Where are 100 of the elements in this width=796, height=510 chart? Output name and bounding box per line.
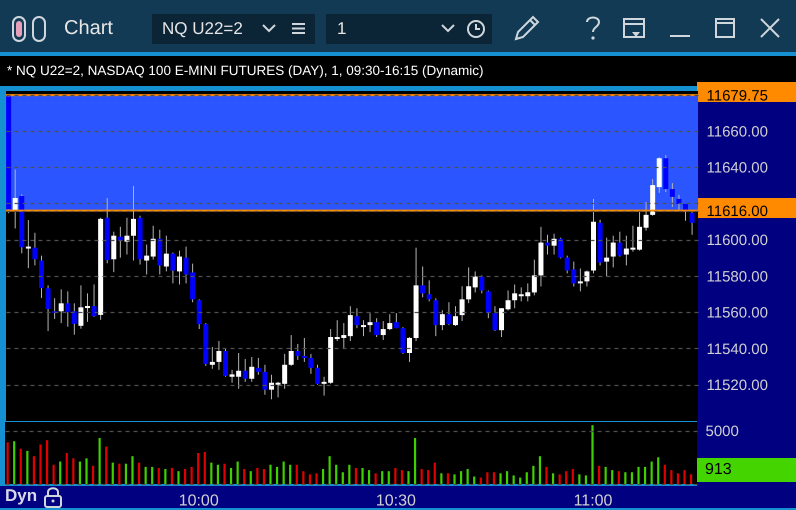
bar [32,456,35,484]
y-tick-label: 11520.00 [706,377,768,394]
bar [26,450,28,484]
bar [618,471,620,484]
bar [650,462,653,484]
bar [466,469,469,484]
bar [354,468,358,484]
candlestick [558,237,564,260]
bar [335,464,338,484]
bar [92,466,94,484]
bar [473,476,476,484]
bar [492,472,496,484]
candlestick [453,306,458,326]
bar [388,471,390,484]
candlestick [216,340,222,370]
bar [434,462,436,484]
bar [256,468,258,484]
bar [598,466,600,484]
candlestick [564,255,570,274]
bar [572,469,574,484]
bar [664,464,666,484]
bar [216,464,220,484]
bar [236,462,239,484]
bar [657,457,660,484]
bar [558,474,561,484]
candlestick [130,186,136,262]
candlestick [420,266,426,298]
candlestick [571,261,576,287]
bar [348,464,350,484]
bar [131,456,134,484]
bar [637,466,640,484]
bar [170,468,174,484]
bar [13,441,16,484]
bar [296,464,298,484]
bar [565,471,568,484]
bar [512,475,515,484]
bar [545,466,548,484]
bar [624,472,626,484]
bar [78,462,82,484]
text: Dyn [5,486,38,506]
bar [282,462,285,484]
candlestick [532,259,537,296]
bar [604,466,607,484]
candlestick [617,231,622,258]
candlestick [578,268,583,292]
bar [611,470,614,484]
bar [480,478,482,484]
candlestick [670,182,675,208]
candlestick [176,250,182,285]
candlestick [288,334,294,366]
bar [322,469,324,484]
candlestick [544,234,550,256]
bar [46,440,48,484]
candlestick [354,308,360,329]
bar [460,471,462,484]
candlestick [394,312,399,329]
candlestick [604,237,610,277]
bar [532,466,534,484]
bar [118,464,120,484]
candlestick [315,364,320,386]
y-tick-label: 11640.00 [706,160,768,177]
bar [184,469,186,484]
y-tick-label: 5000 [706,423,739,440]
x-tick-label: 10:30 [376,492,416,510]
x-tick-label: 11:00 [574,492,613,510]
bar [368,470,370,484]
bar [144,466,147,484]
candlestick [406,336,412,362]
bar [289,464,292,484]
bar [519,478,522,484]
text: NQ U22=2 [162,19,243,39]
bar [584,475,588,484]
candlestick [426,280,432,302]
candlestick [302,337,307,362]
candlestick [492,306,498,332]
bar [269,464,272,484]
bar [20,448,22,484]
candlestick [295,343,300,360]
candlestick [26,220,31,269]
candlestick [164,235,169,272]
bar [683,470,686,484]
bar [223,464,226,484]
y-tick-label: 11580.00 [706,268,768,286]
bar [59,462,62,484]
bar [394,468,396,484]
bar [177,471,180,484]
bar [250,471,252,484]
candlestick [58,288,64,324]
bar [690,474,692,484]
y-tick-label: 11540.00 [706,340,768,358]
bar [210,462,212,484]
bar [414,438,416,484]
candlestick [256,357,261,376]
bar [420,469,423,484]
bar [328,456,331,484]
bar [39,444,42,484]
candlestick [242,358,248,382]
candlestick [262,364,268,396]
candlestick [111,231,116,273]
bar [66,453,68,484]
